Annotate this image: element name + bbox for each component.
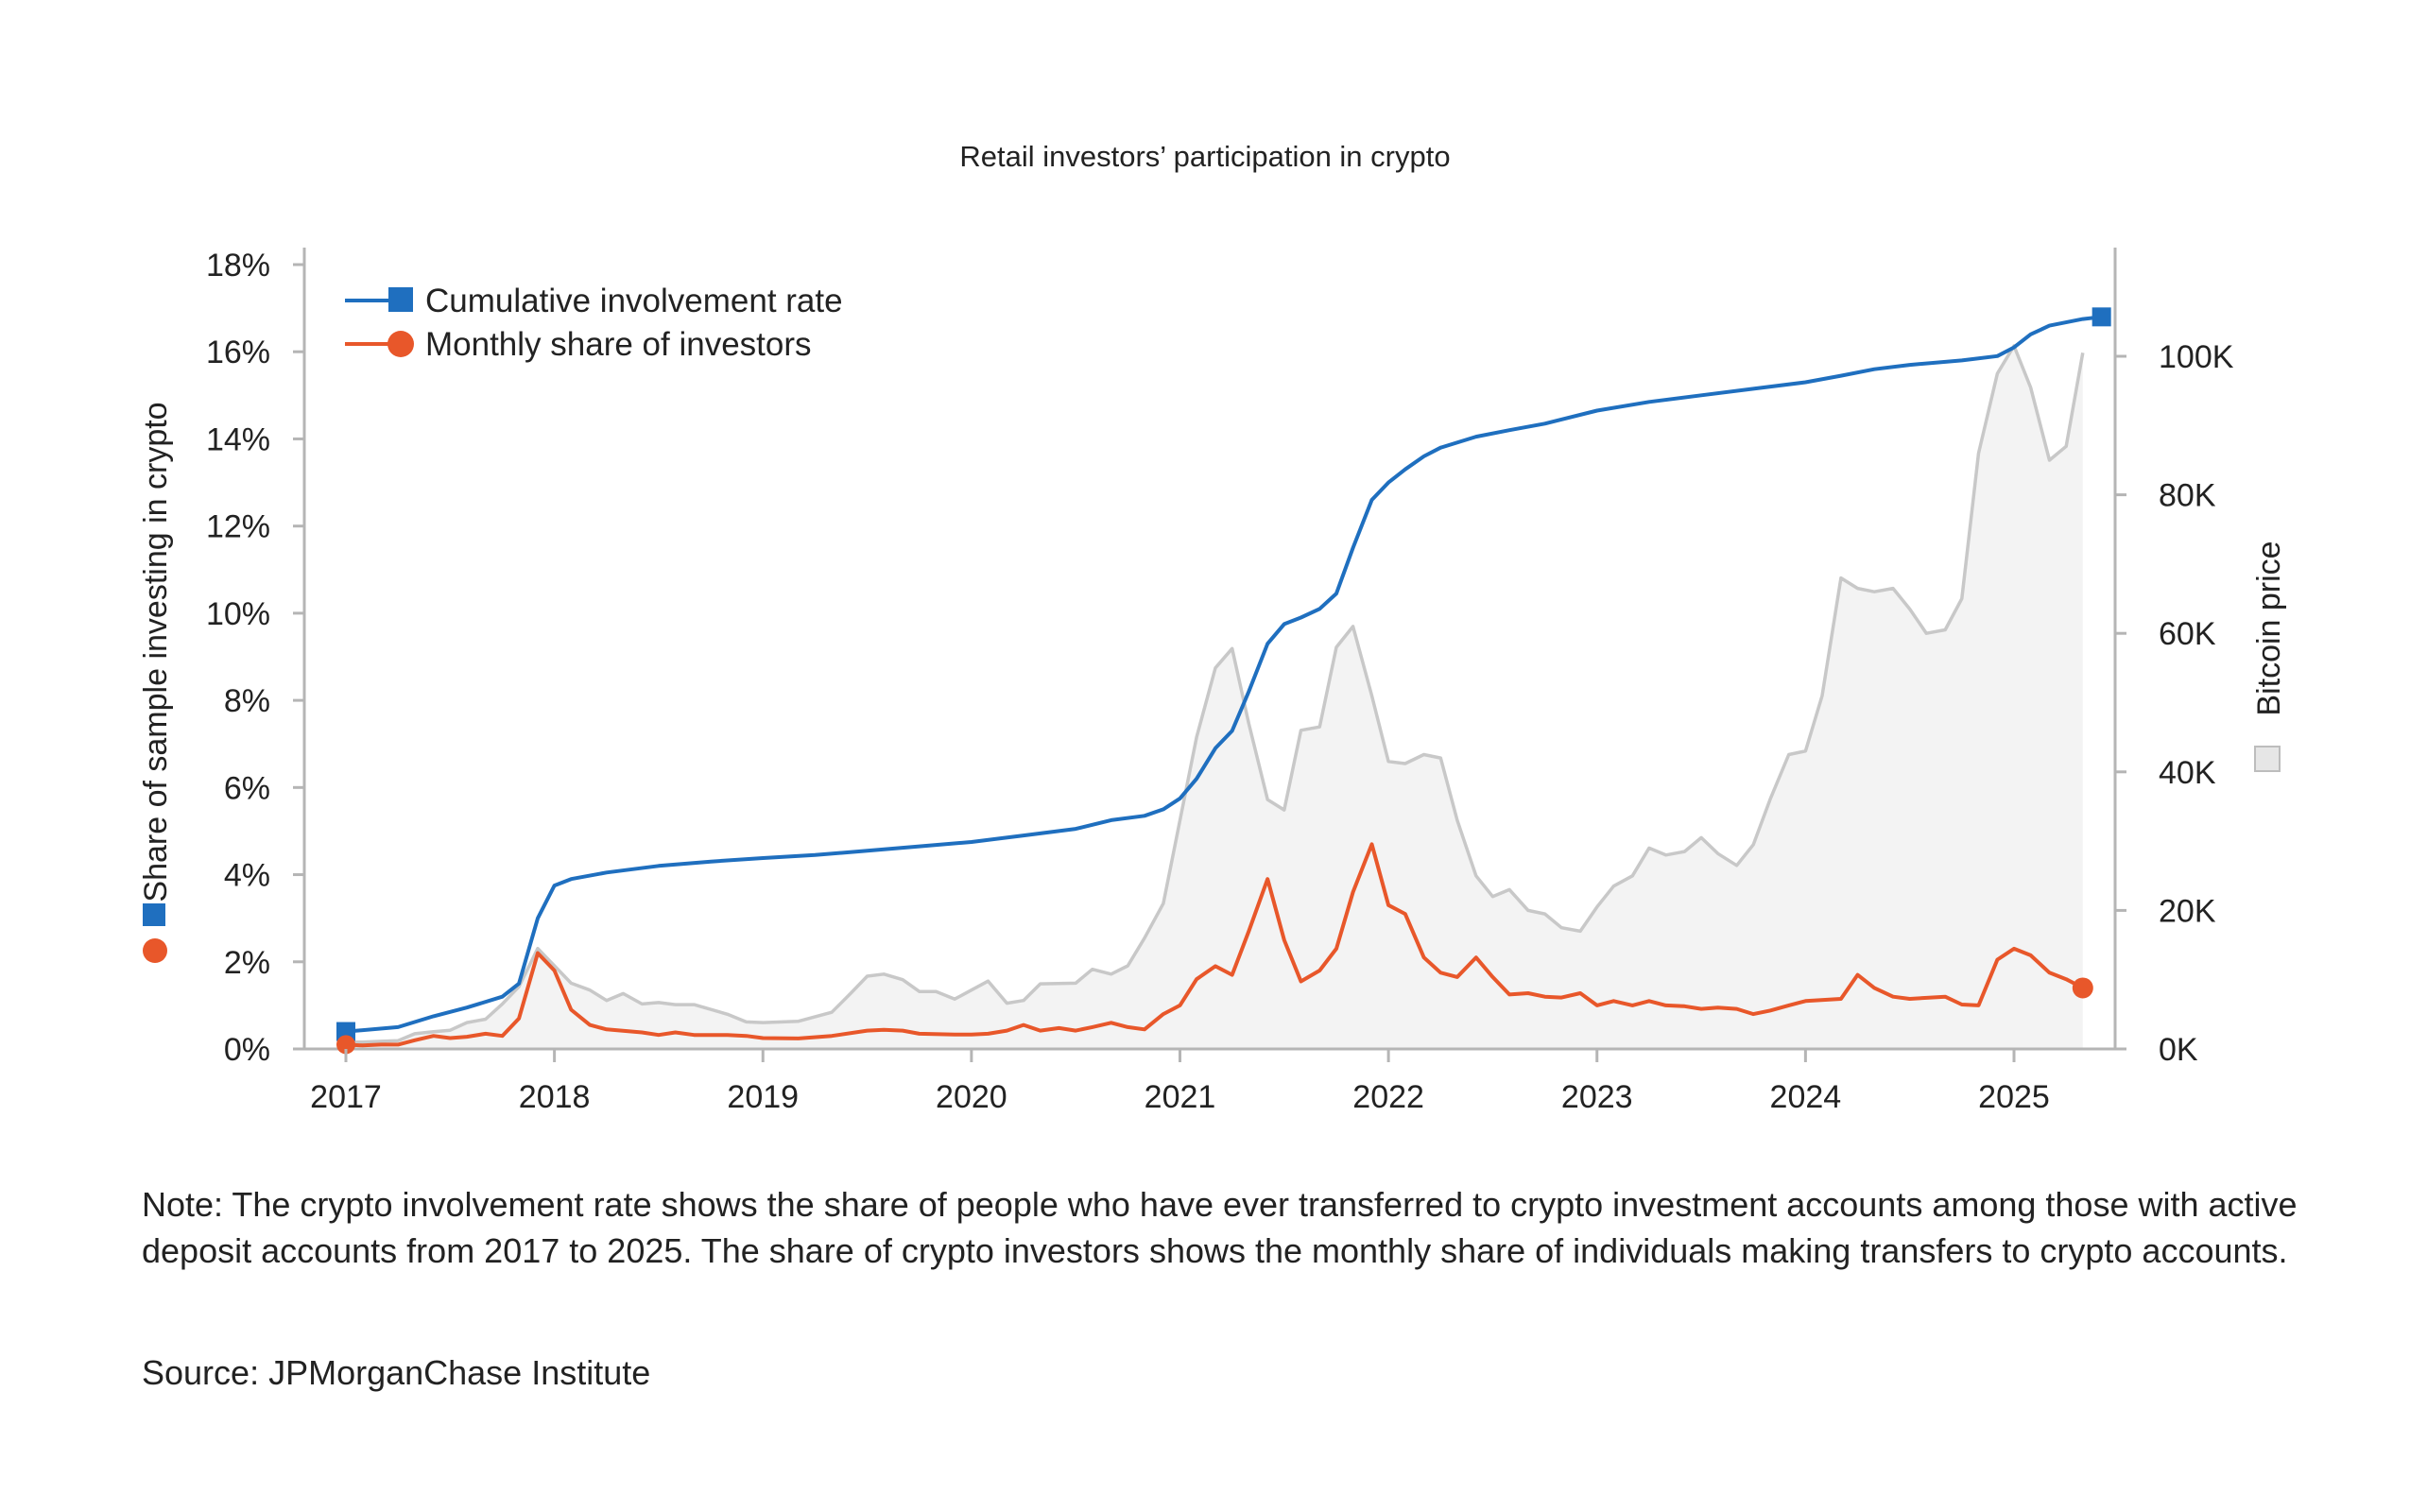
legend: Cumulative involvement rate Monthly shar…: [345, 283, 843, 363]
left-tick-label: 6%: [224, 770, 270, 806]
x-tick-label: 2017: [310, 1079, 382, 1115]
right-tick-label: 40K: [2159, 755, 2216, 791]
legend-label-cumulative: Cumulative involvement rate: [425, 283, 843, 319]
x-tick-label: 2022: [1352, 1079, 1424, 1115]
bitcoin-price-area: [346, 346, 2083, 1049]
x-tick-label: 2018: [519, 1079, 591, 1115]
left-axis-circle-marker-icon: [143, 938, 167, 963]
right-axis-square-marker-icon: [2254, 746, 2281, 772]
legend-circle-icon: [387, 331, 414, 357]
left-axis-square-marker-icon: [143, 903, 165, 926]
monthly-end-marker: [2072, 977, 2093, 999]
left-tick-label: 8%: [224, 683, 270, 719]
right-tick-label: 20K: [2159, 893, 2216, 929]
right-tick-label: 100K: [2159, 339, 2234, 375]
bitcoin-price-line: [346, 344, 2085, 1044]
monthly-share-line: [345, 842, 2084, 1048]
left-axis-title-group: Share of sample investing in crypto: [138, 402, 174, 902]
left-tick-label: 14%: [206, 421, 270, 457]
chart-source: Source: JPMorganChase Institute: [142, 1353, 651, 1392]
left-tick-label: 12%: [206, 509, 270, 545]
right-tick-label: 80K: [2159, 478, 2216, 514]
left-tick-label: 4%: [224, 858, 270, 894]
chart: Retail investors’ participation in crypt…: [138, 140, 2287, 1115]
cumulative-end-marker: [2092, 307, 2111, 327]
lines-layer: [336, 307, 2111, 1055]
legend-square-icon: [388, 287, 413, 312]
left-tick-label: 10%: [206, 596, 270, 632]
right-tick-label: 0K: [2159, 1032, 2198, 1068]
left-tick-label: 2%: [224, 945, 270, 981]
left-tick-label: 18%: [206, 248, 270, 284]
left-tick-label: 0%: [224, 1032, 270, 1068]
monthly-start-marker: [336, 1035, 355, 1055]
right-axis-title: Bitcoin price: [2251, 541, 2287, 715]
x-tick-label: 2023: [1561, 1079, 1633, 1115]
right-tick-label: 60K: [2159, 616, 2216, 652]
right-axis-title-group: Bitcoin price: [2251, 541, 2287, 715]
x-tick-label: 2025: [1978, 1079, 2050, 1115]
cumulative-involvement-line: [345, 315, 2102, 1034]
x-tick-label: 2019: [727, 1079, 799, 1115]
left-axis-title: Share of sample investing in crypto: [138, 402, 174, 902]
ticks-layer: 0% 2% 4% 6% 8% 10% 12% 14% 16% 18% 0K 20K 40K 60K 80K 1…: [206, 248, 2234, 1115]
x-tick-label: 2021: [1145, 1079, 1216, 1115]
axes-layer: [302, 248, 2117, 1051]
left-tick-label: 16%: [206, 335, 270, 370]
chart-title: Retail investors’ participation in crypt…: [959, 140, 1450, 173]
cumulative-start-marker: [336, 1022, 355, 1041]
x-tick-label: 2024: [1770, 1079, 1842, 1115]
x-tick-label: 2020: [936, 1079, 1007, 1115]
bitcoin-area-layer: [346, 344, 2085, 1049]
chart-note: Note: The crypto involvement rate shows …: [142, 1185, 2298, 1270]
legend-label-monthly: Monthly share of investors: [425, 326, 812, 363]
